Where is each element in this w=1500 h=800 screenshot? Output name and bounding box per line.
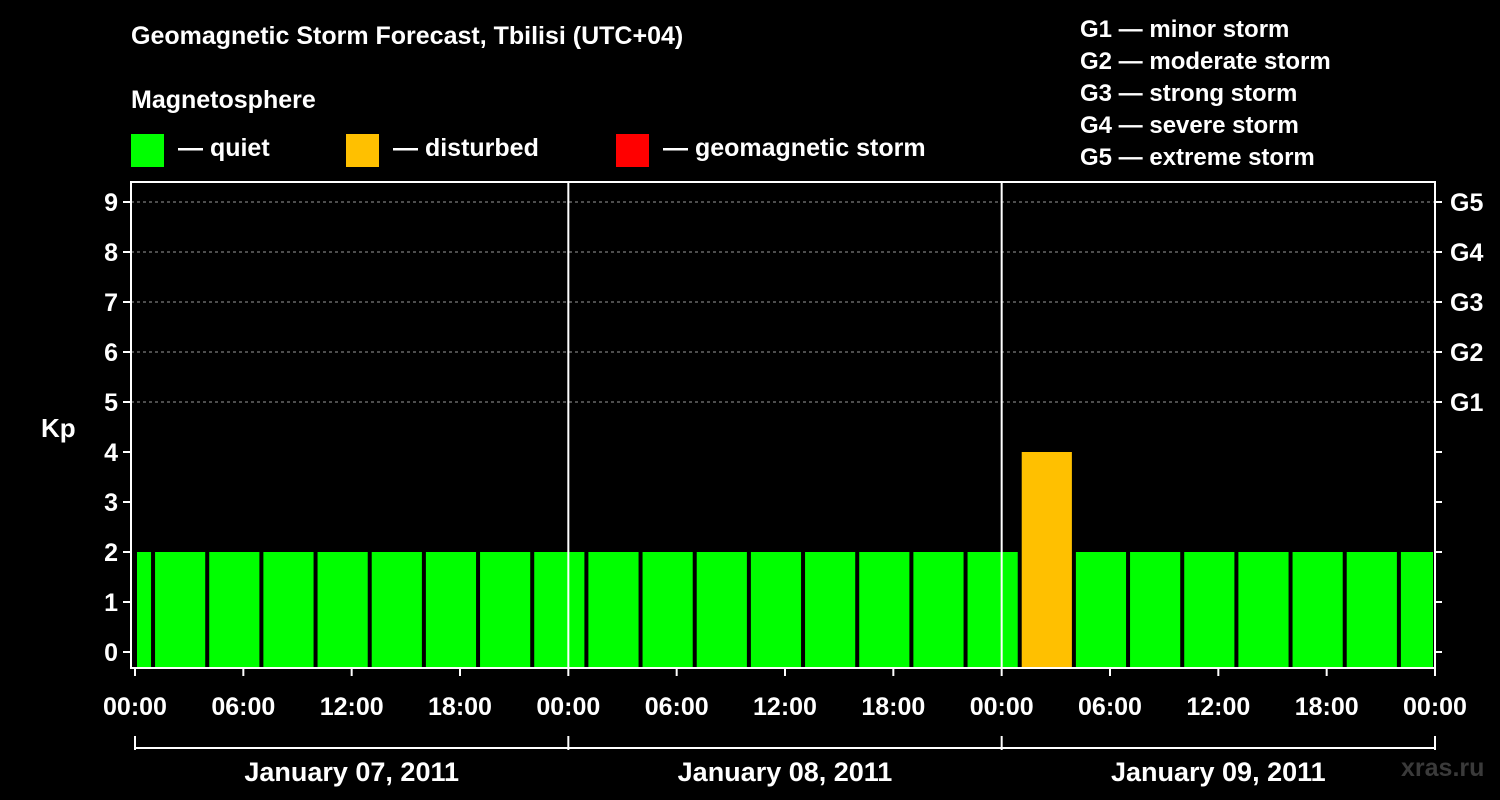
kp-bar — [696, 552, 747, 668]
x-tick-label: 12:00 — [320, 693, 384, 721]
kp-bar — [642, 552, 693, 668]
y-tick-label: 5 — [104, 389, 118, 417]
legend-item-storm: — geomagnetic storm — [616, 134, 926, 167]
g-level-label: G2 — [1450, 339, 1483, 367]
kp-bar — [1021, 452, 1072, 668]
storm-level-g5: G5 — extreme storm — [1080, 144, 1315, 171]
x-tick-label: 00:00 — [970, 693, 1034, 721]
kp-bar — [1075, 552, 1127, 668]
x-tick-label: 18:00 — [428, 693, 492, 721]
legend-swatch-quiet — [131, 134, 164, 167]
x-tick-label: 06:00 — [645, 693, 709, 721]
kp-bar — [1238, 552, 1289, 668]
kp-bar — [534, 552, 585, 668]
kp-bar — [263, 552, 314, 668]
kp-bar — [371, 552, 422, 668]
kp-bar — [1346, 552, 1397, 668]
kp-bar — [1400, 552, 1433, 668]
y-tick-label: 9 — [104, 189, 118, 217]
chart-title: Geomagnetic Storm Forecast, Tbilisi (UTC… — [131, 22, 684, 50]
watermark: xras.ru — [1401, 754, 1485, 782]
day-label: January 09, 2011 — [1111, 757, 1326, 787]
kp-bar — [1292, 552, 1343, 668]
storm-level-g1: G1 — minor storm — [1080, 16, 1290, 43]
y-tick-label: 4 — [104, 439, 118, 467]
legend-swatch-storm — [616, 134, 649, 167]
kp-bar — [137, 552, 152, 668]
storm-level-legend: G1 — minor storm G2 — moderate storm G3 … — [1080, 14, 1331, 174]
x-tick-label: 12:00 — [1186, 693, 1250, 721]
legend-heading: Magnetosphere — [131, 86, 316, 114]
x-tick-label: 00:00 — [536, 693, 600, 721]
x-tick-label: 00:00 — [1403, 693, 1467, 721]
kp-bar — [480, 552, 531, 668]
y-tick-label: 2 — [104, 539, 118, 567]
kp-bar — [913, 552, 964, 668]
y-tick-label: 3 — [104, 489, 118, 517]
kp-bar — [425, 552, 477, 668]
g-level-label: G5 — [1450, 189, 1483, 217]
kp-bar — [859, 552, 910, 668]
kp-bar — [1130, 552, 1181, 668]
storm-level-g4: G4 — severe storm — [1080, 112, 1299, 139]
x-tick-label: 06:00 — [1078, 693, 1142, 721]
legend-item-disturbed: — disturbed — [346, 134, 539, 167]
x-tick-label: 12:00 — [753, 693, 817, 721]
x-tick-label: 06:00 — [211, 693, 275, 721]
legend-label-quiet: — quiet — [178, 133, 270, 162]
legend-swatch-disturbed — [346, 134, 379, 167]
y-axis-label: Kp — [41, 413, 76, 443]
y-tick-label: 0 — [104, 639, 118, 667]
plot-frame — [130, 181, 1436, 669]
x-tick-label: 18:00 — [861, 693, 925, 721]
g-level-label: G1 — [1450, 389, 1483, 417]
legend-label-storm: — geomagnetic storm — [663, 133, 926, 162]
day-label: January 08, 2011 — [678, 757, 893, 787]
legend-item-quiet: — quiet — [131, 134, 270, 167]
storm-level-g2: G2 — moderate storm — [1080, 48, 1331, 75]
legend-label-disturbed: — disturbed — [393, 133, 539, 162]
g-level-label: G4 — [1450, 239, 1483, 267]
day-label: January 07, 2011 — [244, 757, 459, 787]
y-tick-label: 7 — [104, 289, 118, 317]
kp-bar — [805, 552, 856, 668]
kp-bar — [155, 552, 206, 668]
kp-bar — [317, 552, 368, 668]
y-tick-label: 8 — [104, 239, 118, 267]
kp-bar — [967, 552, 1018, 668]
g-level-label: G3 — [1450, 289, 1483, 317]
y-tick-label: 1 — [104, 589, 118, 617]
kp-bar — [209, 552, 260, 668]
x-tick-label: 00:00 — [103, 693, 167, 721]
storm-level-g3: G3 — strong storm — [1080, 80, 1298, 107]
kp-bar — [750, 552, 802, 668]
y-tick-label: 6 — [104, 339, 118, 367]
x-tick-label: 18:00 — [1295, 693, 1359, 721]
kp-bar — [588, 552, 639, 668]
kp-bar — [1184, 552, 1235, 668]
